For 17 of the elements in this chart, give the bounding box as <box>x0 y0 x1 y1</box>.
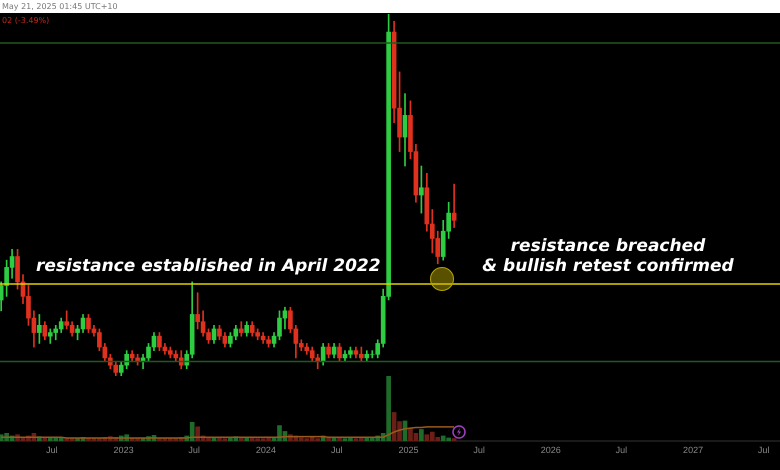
x-tick-label: Jul <box>188 445 200 456</box>
x-tick-label: 2023 <box>114 445 134 456</box>
x-tick-label: 2025 <box>398 445 419 456</box>
x-tick-label: Jul <box>331 445 343 456</box>
annotation: resistance established in April 2022 <box>36 256 381 276</box>
x-tick-label: 2024 <box>256 445 276 456</box>
x-tick-label: Jul <box>473 445 485 456</box>
bar <box>419 429 424 442</box>
x-tick-label: 2026 <box>540 445 561 456</box>
x-tick-label: Jul <box>758 445 770 456</box>
annotation: 02 (-3.49%) <box>2 16 50 25</box>
x-tick-label: Jul <box>616 445 628 456</box>
annotation: resistance breached & bullish retest confirmed <box>481 236 735 276</box>
bar <box>402 420 408 442</box>
x-tick-label: 2027 <box>683 445 704 456</box>
x-tick-label: Jul <box>46 445 58 456</box>
text: May 21, 2025 01:45 UTC+10 <box>2 1 118 13</box>
